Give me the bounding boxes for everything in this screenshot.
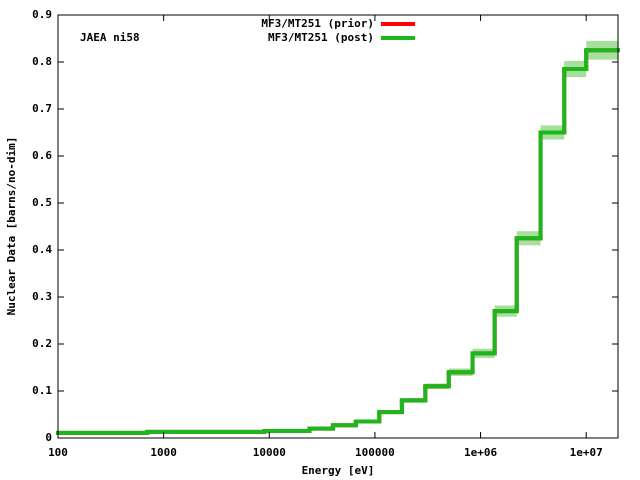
x-tick-label: 100000 [355,446,395,459]
y-tick-label: 0.2 [32,337,52,350]
x-tick-label: 1000 [150,446,177,459]
x-tick-label: 1e+07 [570,446,603,459]
y-tick-label: 0.7 [32,102,52,115]
legend-label: MF3/MT251 (prior) [261,17,374,30]
x-tick-label: 10000 [253,446,286,459]
x-tick-label: 1e+06 [464,446,497,459]
x-axis-label: Energy [eV] [302,464,375,477]
y-axis-label: Nuclear Data [barns/no-dim] [5,137,18,316]
y-tick-label: 0.9 [32,8,52,21]
legend-label: MF3/MT251 (post) [268,31,374,44]
y-tick-label: 0.6 [32,149,52,162]
y-tick-label: 0.8 [32,55,52,68]
annotation: JAEA ni58 [80,31,140,44]
y-tick-label: 0.1 [32,384,52,397]
plot-frame [57,14,619,439]
y-tick-label: 0.5 [32,196,52,209]
y-tick-label: 0.4 [32,243,52,256]
y-tick-label: 0.3 [32,290,52,303]
y-tick-label: 0 [45,431,52,444]
x-tick-label: 100 [48,446,68,459]
